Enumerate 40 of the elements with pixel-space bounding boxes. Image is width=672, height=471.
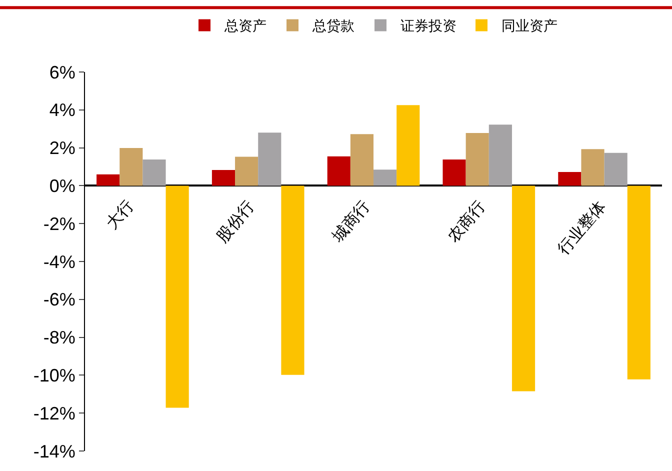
y-tick-label: -10% — [33, 366, 76, 386]
y-tick-label: -14% — [33, 441, 76, 462]
y-tick-label: -4% — [43, 252, 76, 272]
bar — [374, 170, 397, 186]
x-tick-label: 行业整体 — [554, 196, 610, 258]
bar — [512, 186, 536, 392]
bar — [488, 124, 512, 186]
bar — [142, 160, 166, 186]
bar — [120, 148, 143, 186]
bar — [96, 174, 120, 186]
y-tick-label: 2% — [49, 138, 76, 158]
x-tick-label: 股份行 — [212, 196, 258, 246]
legend-label: 总资产 — [224, 18, 266, 35]
bar — [327, 156, 350, 186]
bar — [581, 149, 604, 186]
y-tick-label: 0% — [49, 176, 76, 196]
legend-label: 证券投资 — [400, 18, 456, 35]
bar — [235, 156, 258, 186]
y-tick-label: -8% — [43, 328, 76, 348]
y-tick-label: 4% — [49, 100, 76, 120]
bar — [604, 152, 628, 186]
bar — [212, 170, 236, 186]
bar — [396, 105, 420, 186]
bar — [558, 172, 582, 186]
bar — [166, 186, 189, 408]
legend-label: 同业资产 — [502, 18, 558, 35]
bar — [627, 186, 650, 380]
legend-label: 总贷款 — [312, 18, 354, 35]
bar — [466, 133, 489, 186]
y-tick-label: -12% — [33, 403, 76, 424]
bar — [258, 132, 282, 186]
x-tick-label: 大行 — [102, 196, 138, 233]
bar — [442, 160, 466, 186]
y-tick-label: 6% — [49, 62, 76, 82]
bar — [281, 186, 304, 375]
y-tick-label: -2% — [43, 214, 76, 234]
x-tick-label: 农商行 — [444, 196, 490, 246]
y-tick-label: -6% — [43, 290, 76, 310]
bar — [350, 134, 374, 186]
x-tick-label: 城商行 — [328, 196, 374, 246]
